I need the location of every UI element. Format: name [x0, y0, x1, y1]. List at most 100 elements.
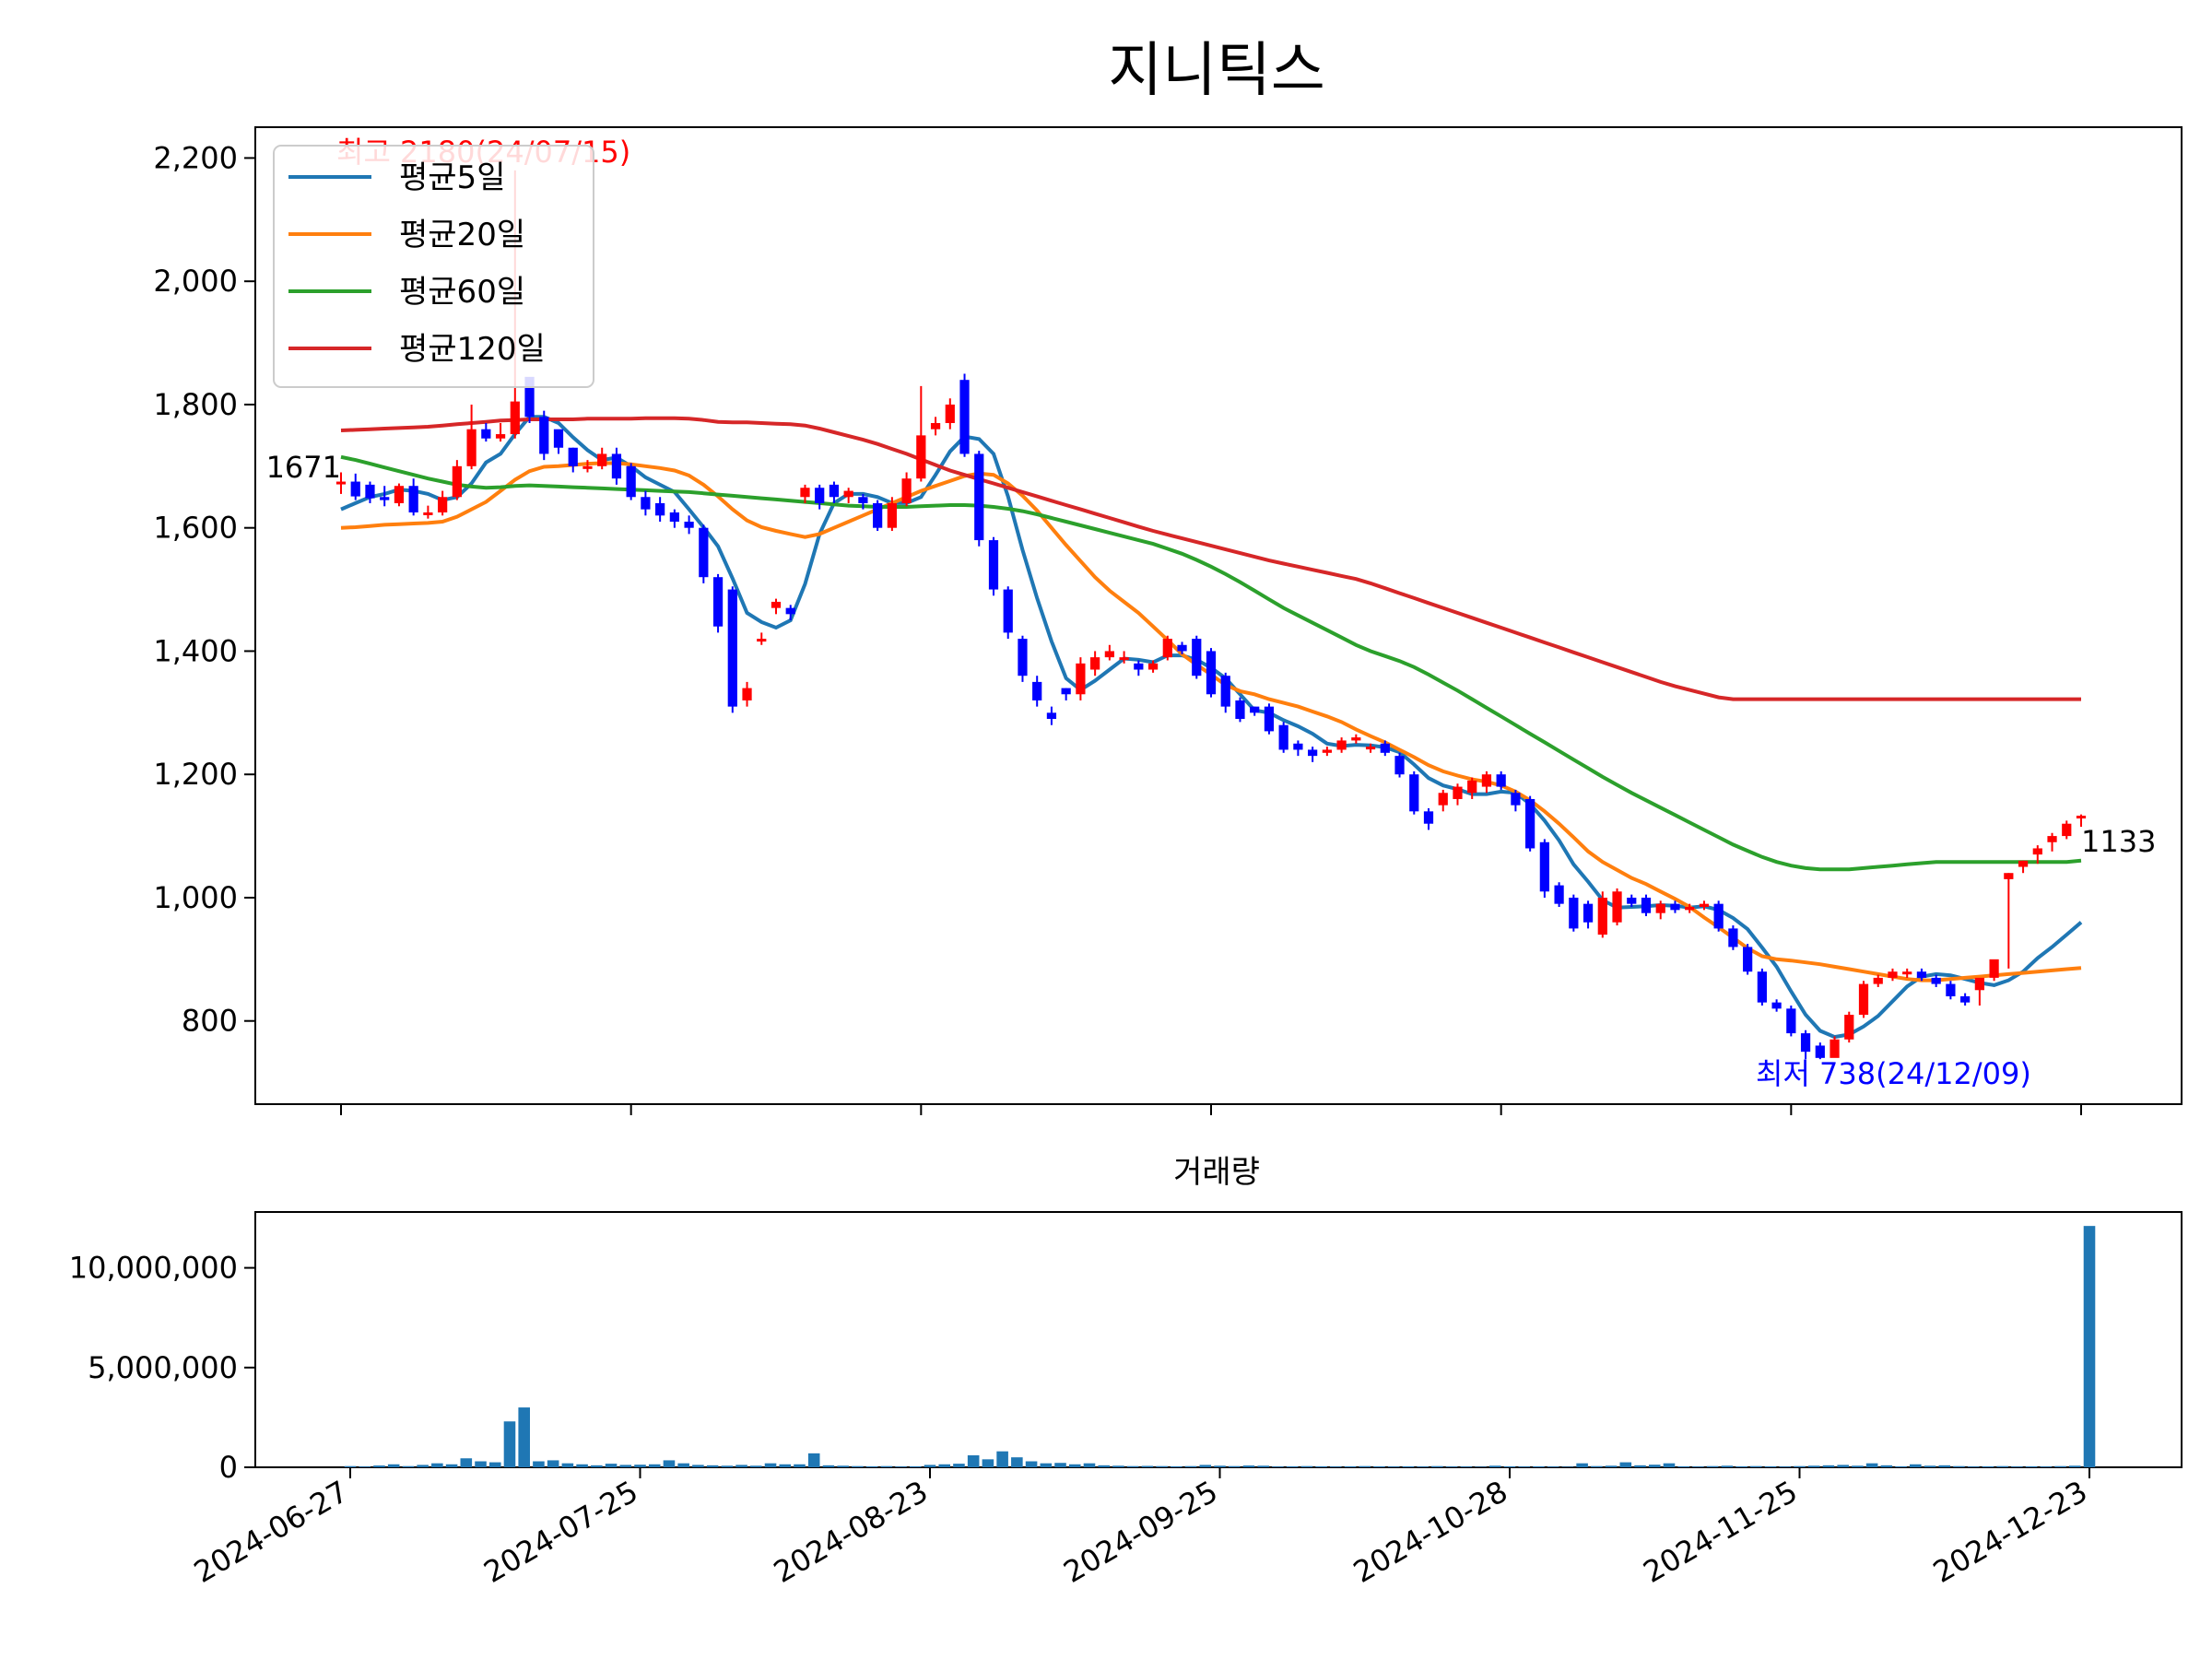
candle-body [901, 478, 912, 503]
volume-bar [1040, 1463, 1053, 1467]
candle-body [466, 429, 477, 466]
volume-bar [1996, 1465, 2008, 1467]
volume-bar [547, 1460, 559, 1467]
volume-bar [1228, 1465, 1241, 1467]
candle-body [1423, 811, 1434, 824]
candle-body [974, 453, 984, 541]
volume-bar [1895, 1465, 1907, 1467]
volume-bar [1242, 1465, 1255, 1467]
volume-bar [533, 1461, 545, 1467]
volume-bar [1533, 1465, 1545, 1467]
volume-bar [1503, 1465, 1516, 1467]
legend-frame [273, 145, 594, 388]
legend-label: 평균20일 [399, 217, 525, 253]
candle-body [785, 607, 795, 615]
legend-label: 평균60일 [399, 274, 525, 311]
volume-bar [982, 1459, 994, 1467]
volume-bar [1852, 1465, 1864, 1467]
volume-bar [1721, 1465, 1734, 1467]
volume-bar [1518, 1466, 1531, 1467]
price-y-tick-label: 2,200 [153, 140, 238, 175]
candle-body [945, 404, 955, 424]
volume-bar [852, 1465, 864, 1467]
volume-bar [591, 1465, 603, 1467]
volume-bar [445, 1464, 458, 1467]
candle-body [771, 601, 782, 608]
volume-bar [1011, 1457, 1023, 1467]
volume-bar [460, 1458, 473, 1467]
candle-body [553, 429, 564, 448]
candle-body [1250, 706, 1260, 713]
volume-bars [344, 1226, 2096, 1467]
volume-bar [2083, 1226, 2096, 1467]
volume-y-tick-label: 5,000,000 [88, 1350, 238, 1385]
volume-bar [1865, 1463, 1878, 1467]
volume-bar [359, 1466, 371, 1467]
volume-bar [1488, 1465, 1501, 1467]
candle-body [757, 639, 767, 642]
volume-bar [344, 1465, 357, 1467]
volume-bar [1750, 1465, 1762, 1467]
volume-bar [1561, 1466, 1574, 1467]
volume-bar [1475, 1466, 1487, 1467]
volume-bar [822, 1465, 835, 1467]
candle-body [1032, 681, 1042, 700]
chart-title: 지니틱스 [1108, 37, 1325, 105]
candle-body [887, 502, 897, 528]
candle-body [1655, 903, 1665, 913]
volume-bar [1344, 1465, 1357, 1467]
volume-bar [1779, 1466, 1792, 1467]
candle-body [423, 512, 433, 515]
candle-body [1104, 651, 1114, 658]
volume-bar [706, 1465, 719, 1467]
volume-bar [735, 1465, 747, 1467]
candle-body [1496, 774, 1506, 787]
candle-body [873, 502, 883, 528]
x-tick-label: 2024-11-25 [1637, 1474, 1803, 1590]
candle-body [611, 453, 622, 479]
candle-body [1931, 977, 1941, 984]
volume-bar [750, 1465, 762, 1467]
candle-body [1743, 947, 1753, 972]
volume-bar [2068, 1465, 2081, 1467]
candle-body [568, 447, 578, 466]
candle-body [815, 488, 825, 503]
candle-body [1467, 780, 1477, 794]
volume-bar [1648, 1465, 1661, 1467]
candle-body [408, 486, 418, 512]
candle-body [1351, 737, 1361, 741]
first-close-annotation: 1671 [266, 450, 341, 485]
candle-body [1597, 897, 1607, 935]
price-x-axis [340, 1104, 2082, 1115]
volume-bar [1837, 1465, 1849, 1467]
volume-bar [1402, 1465, 1415, 1467]
volume-bar [1735, 1465, 1747, 1467]
candle-body [1670, 903, 1680, 911]
candle-body [959, 380, 970, 454]
ma-line-4 [340, 416, 2081, 701]
volume-bar [1054, 1463, 1066, 1467]
volume-bar [1880, 1465, 1893, 1467]
candle-body [2032, 848, 2042, 855]
volume-bar [1068, 1464, 1081, 1467]
volume-bar [1417, 1466, 1429, 1467]
candle-body [1525, 798, 1535, 849]
candle-body [2018, 860, 2029, 867]
candle-body [829, 484, 840, 498]
volume-bar [1126, 1465, 1139, 1467]
candle-body [1612, 891, 1622, 923]
volume-bar [605, 1464, 618, 1467]
candle-body [365, 484, 375, 499]
volume-bar [518, 1407, 530, 1467]
volume-bar [1214, 1465, 1226, 1467]
volume-bar [387, 1464, 400, 1467]
candle-body [1960, 995, 1971, 1003]
volume-bar [1445, 1466, 1458, 1467]
candle-body [916, 435, 926, 479]
candlesticks [335, 170, 2087, 1060]
volume-bar [1822, 1465, 1835, 1467]
volume-bar [692, 1465, 704, 1467]
candle-body [1873, 977, 1883, 984]
volume-bar [634, 1465, 646, 1467]
volume-bar [2040, 1466, 2053, 1467]
